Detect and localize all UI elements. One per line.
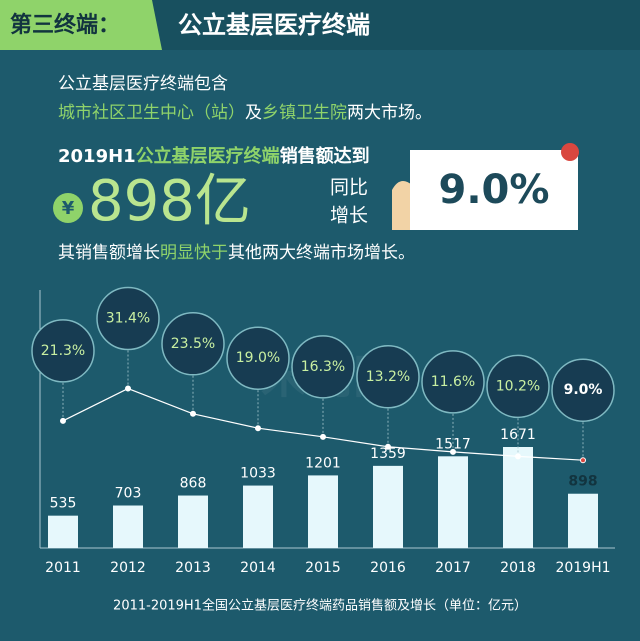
x-tick-label: 2017: [435, 560, 471, 576]
growth-label: 21.3%: [41, 343, 85, 359]
growth-point: [125, 385, 131, 392]
growth-point: [60, 417, 66, 424]
text-segment: 其销售额增长: [58, 243, 160, 263]
bar-label: 1033: [240, 466, 276, 482]
growth-label: 19.0%: [236, 350, 280, 366]
bar: [568, 493, 598, 548]
header-tab: [0, 0, 162, 50]
caption: 2011-2019H1全国公立基层医疗终端药品销售额及增长（单位：亿元）: [113, 598, 527, 614]
ribbon-icon: [561, 143, 579, 161]
growth-label: 13.2%: [366, 369, 410, 385]
x-tick-label: 2016: [370, 560, 406, 576]
x-tick-label: 2013: [175, 560, 211, 576]
growth-point: [320, 433, 326, 440]
currency-badge: [53, 193, 83, 223]
text-segment: 及: [245, 103, 262, 123]
bubble: [421, 350, 485, 414]
text-segment: 2019H1: [58, 146, 136, 167]
bar: [113, 505, 143, 548]
growth-label: 31.4%: [106, 311, 150, 327]
highlight-line: 2019H1公立基层医疗终端销售额达到: [58, 145, 370, 167]
growth-point: [580, 457, 586, 464]
x-tick-label: 2014: [240, 560, 276, 576]
growth-label: 23.5%: [171, 336, 215, 352]
header-tag: 第三终端：: [10, 12, 120, 38]
growth-label: 10.2%: [496, 378, 540, 394]
growth-value: 9.0%: [439, 167, 550, 213]
header-title: 公立基层医疗终端: [178, 11, 370, 39]
bubble: [96, 286, 160, 351]
bar-label: 703: [115, 486, 142, 502]
text-segment: 销售额达到: [280, 145, 370, 167]
bar-label: 1517: [435, 436, 471, 452]
growth-label: 增长: [330, 205, 368, 227]
intro-line: 公立基层医疗终端包含: [58, 74, 228, 94]
bar: [373, 465, 403, 548]
chart: 2011 2012 2013 2014 2015 2016 2017 2018 2019H1 53…: [31, 286, 615, 576]
bar: [48, 515, 78, 548]
bar-label: 1201: [305, 455, 341, 471]
growth-label: 9.0%: [564, 382, 603, 398]
bubble: [161, 312, 225, 376]
text-segment: 城市社区卫生中心（站）: [58, 103, 245, 123]
bubble: [486, 354, 550, 419]
growth-point: [255, 425, 261, 432]
bar-label: 868: [180, 476, 207, 492]
growth-card: [410, 150, 578, 230]
conclusion-line: 其销售额增长明显快于其他两大终端市场增长。: [58, 243, 415, 263]
bar: [178, 495, 208, 548]
bubble: [356, 345, 420, 409]
growth-point: [190, 410, 196, 417]
text-segment: 其他两大终端市场增长。: [228, 243, 415, 263]
text-segment: 明显快于: [160, 243, 228, 263]
bubble: [226, 326, 290, 390]
amount: 898亿: [88, 169, 251, 234]
bar-label: 535: [50, 496, 77, 512]
bubble: [31, 319, 95, 383]
x-tick-label: 2018: [500, 560, 536, 576]
x-tick-label: 2011: [45, 560, 81, 576]
text-segment: 两大市场。: [347, 103, 432, 123]
x-tick-label: 2012: [110, 560, 146, 576]
bar-label: 1359: [370, 446, 406, 462]
text-segment: 乡镇卫生院: [262, 103, 347, 123]
bar: [243, 485, 273, 548]
bubble: [291, 335, 355, 399]
bar: [438, 456, 468, 548]
currency: ¥: [62, 198, 75, 219]
bar: [503, 447, 533, 548]
growth-label: 11.6%: [431, 374, 475, 390]
growth-point: [515, 453, 521, 460]
growth-point: [385, 443, 391, 450]
bar: [308, 475, 338, 548]
x-tick-label: 2019H1: [555, 560, 610, 576]
growth-point: [450, 448, 456, 455]
intro-line: 城市社区卫生中心（站）及乡镇卫生院两大市场。: [58, 103, 432, 123]
growth-label: 同比: [330, 177, 368, 199]
bubble: [551, 358, 615, 422]
bar-label: 898: [568, 474, 597, 490]
growth-label: 16.3%: [301, 359, 345, 375]
x-tick-label: 2015: [305, 560, 341, 576]
text-segment: 公立基层医疗终端: [136, 145, 280, 167]
